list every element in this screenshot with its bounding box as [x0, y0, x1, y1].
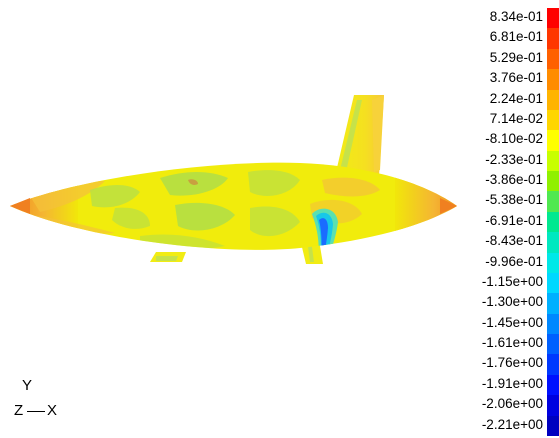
legend-label: -8.10e-02 [485, 131, 543, 147]
legend-swatch [547, 252, 559, 274]
legend-swatch [547, 109, 559, 131]
axis-triad-line [27, 411, 45, 412]
legend-label: -1.76e+00 [481, 355, 543, 371]
legend-label: -2.33e-01 [485, 151, 543, 167]
legend-label: -1.30e+00 [481, 294, 543, 310]
color-legend: 8.34e-01 6.81e-01 5.29e-01 3.76e-01 2.24e-01… [466, 8, 559, 437]
legend-swatch [547, 191, 559, 213]
legend-label: -9.96e-01 [485, 253, 543, 269]
legend-swatch [547, 211, 559, 233]
legend-swatch [547, 89, 559, 111]
nose-tip [10, 198, 30, 214]
legend-label: 8.34e-01 [489, 9, 543, 24]
tail-tip [440, 198, 457, 214]
legend-swatch [547, 395, 559, 417]
legend-swatch [547, 171, 559, 192]
legend-swatch [547, 272, 559, 294]
legend-label: -1.91e+00 [481, 375, 543, 391]
legend-swatch [547, 354, 559, 376]
axis-y-label: Y [22, 377, 33, 394]
legend-label: -6.91e-01 [485, 212, 543, 228]
legend-label: -1.45e+00 [481, 314, 543, 330]
legend-swatch [547, 313, 559, 335]
legend-label: 2.24e-01 [489, 90, 543, 106]
legend-label: -2.06e+00 [481, 396, 543, 412]
legend-swatch [547, 28, 559, 50]
axis-x-label: X [47, 402, 58, 419]
legend-swatch [547, 293, 559, 315]
legend-label: 7.14e-02 [489, 110, 543, 126]
legend-swatch [547, 48, 559, 70]
legend-label: -1.61e+00 [481, 335, 543, 351]
legend-swatch [547, 232, 559, 254]
legend-label: -8.43e-01 [485, 233, 543, 249]
legend-label: 6.81e-01 [489, 29, 543, 45]
legend-label: -2.21e+00 [481, 416, 543, 432]
axis-z-label: Z [14, 402, 24, 419]
legend-label: 3.76e-01 [489, 70, 543, 86]
fuselage [10, 162, 457, 250]
legend-swatch [547, 8, 559, 29]
legend-label: -5.38e-01 [485, 192, 543, 208]
ventral-strake [150, 252, 186, 262]
legend-swatch [547, 150, 559, 172]
legend-swatch [547, 415, 559, 437]
legend-swatch [547, 334, 559, 355]
legend-swatch [547, 374, 559, 396]
legend-swatch [547, 130, 559, 152]
legend-label: -3.86e-01 [485, 172, 543, 188]
legend-swatch [547, 69, 559, 91]
legend-label: -1.15e+00 [481, 273, 543, 289]
legend-label: 5.29e-01 [489, 49, 543, 65]
